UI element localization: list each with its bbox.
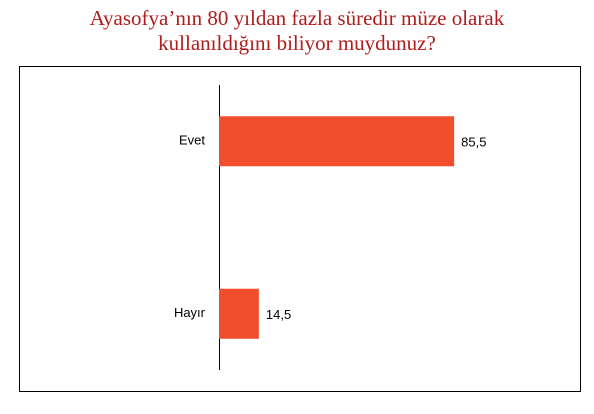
y-tick-label: Evet <box>179 133 205 148</box>
bar <box>219 116 455 167</box>
data-label: 14,5 <box>266 307 291 322</box>
bar <box>219 288 259 339</box>
y-tick-label: Hayır <box>174 305 206 320</box>
chart-title: kullanıldığını biliyor muydunuz? <box>158 31 436 55</box>
chart-title: Ayasofya’nın 80 yıldan fazla süredir müz… <box>90 6 505 30</box>
plot-frame <box>19 66 581 392</box>
data-label: 85,5 <box>461 135 486 150</box>
